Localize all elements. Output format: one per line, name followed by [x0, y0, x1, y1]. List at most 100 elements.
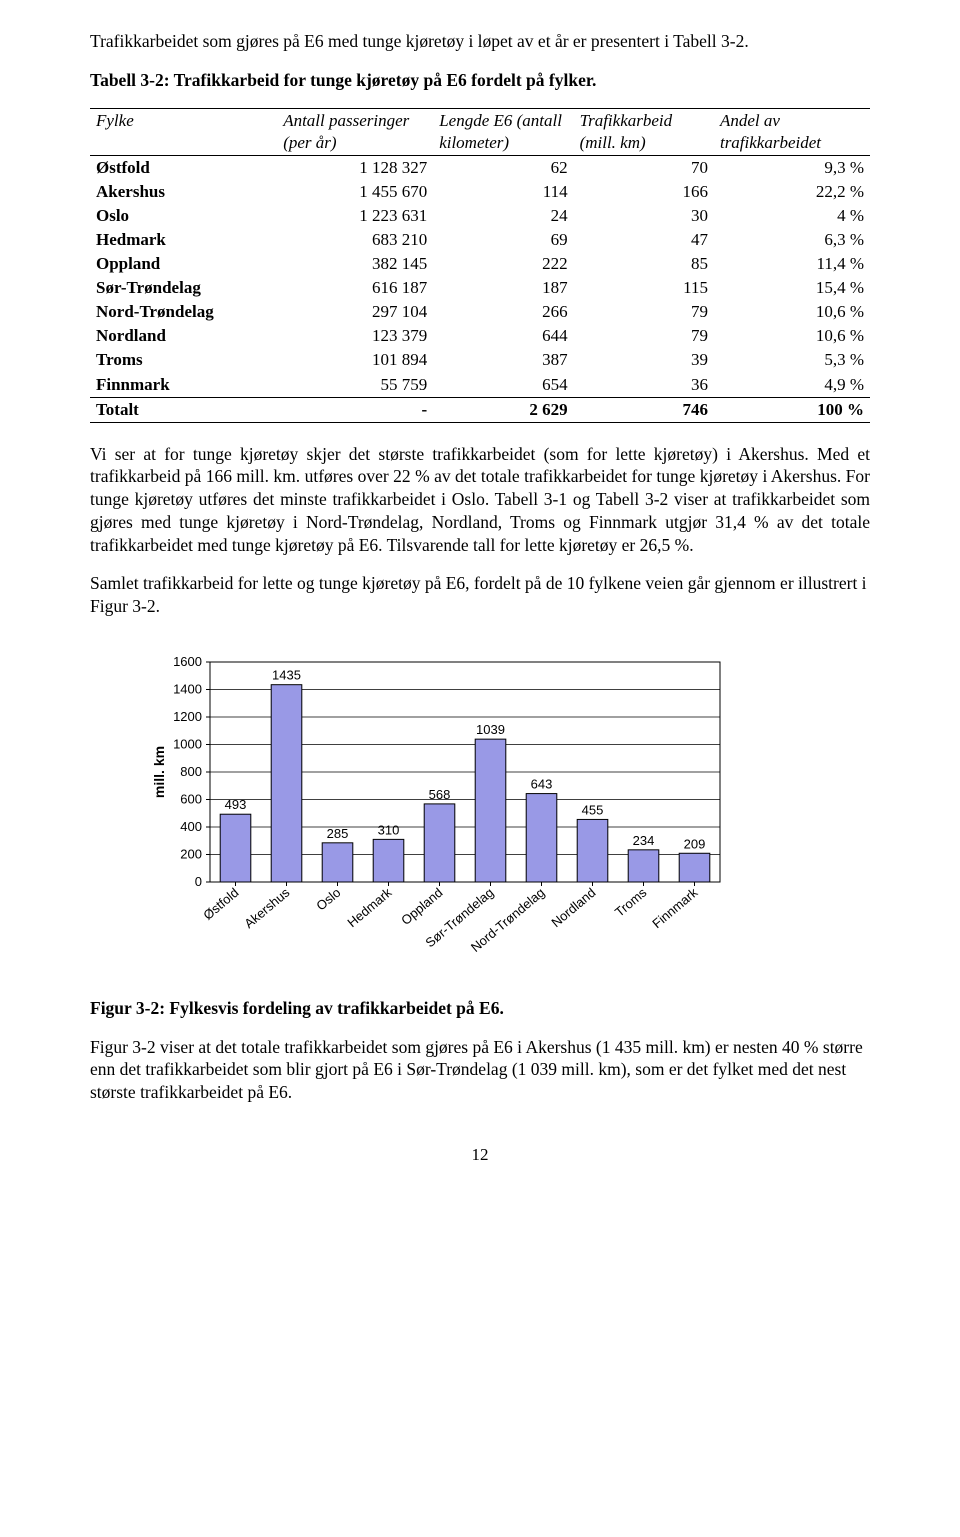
svg-text:Troms: Troms	[612, 884, 650, 919]
body-paragraph-1: Vi ser at for tunge kjøretøy skjer det s…	[90, 443, 870, 557]
table-cell: -	[277, 397, 433, 422]
table-cell: 2 629	[433, 397, 573, 422]
table-cell: Oslo	[90, 204, 277, 228]
svg-text:1600: 1600	[173, 654, 202, 669]
table-cell: 30	[574, 204, 714, 228]
figure-caption: Figur 3-2: Fylkesvis fordeling av trafik…	[90, 997, 870, 1020]
table-row: Nord-Trøndelag297 1042667910,6 %	[90, 300, 870, 324]
table-cell: 1 128 327	[277, 155, 433, 180]
table-cell: 6,3 %	[714, 228, 870, 252]
table-cell: 79	[574, 324, 714, 348]
table-row: Oslo1 223 63124304 %	[90, 204, 870, 228]
table-cell: 297 104	[277, 300, 433, 324]
table-cell: 382 145	[277, 252, 433, 276]
svg-text:Oslo: Oslo	[313, 885, 343, 914]
table-cell: 746	[574, 397, 714, 422]
table-row: Østfold1 128 32762709,3 %	[90, 155, 870, 180]
intro-paragraph: Trafikkarbeidet som gjøres på E6 med tun…	[90, 30, 870, 53]
table-cell: 22,2 %	[714, 180, 870, 204]
svg-text:Hedmark: Hedmark	[344, 884, 394, 930]
table-cell: 387	[433, 348, 573, 372]
table-caption: Tabell 3-2: Trafikkarbeid for tunge kjør…	[90, 69, 870, 92]
table-cell: 5,3 %	[714, 348, 870, 372]
table-cell: 115	[574, 276, 714, 300]
table-header-row: Fylke Antall passeringer (per år) Lengde…	[90, 108, 870, 155]
table-cell: Troms	[90, 348, 277, 372]
col-lengde: Lengde E6 (antall kilometer)	[433, 108, 573, 155]
table-cell: 70	[574, 155, 714, 180]
svg-text:1400: 1400	[173, 681, 202, 696]
svg-text:493: 493	[225, 797, 247, 812]
table-cell: 69	[433, 228, 573, 252]
table-cell: Hedmark	[90, 228, 277, 252]
svg-text:310: 310	[378, 822, 400, 837]
table-cell: 10,6 %	[714, 324, 870, 348]
table-cell: 9,3 %	[714, 155, 870, 180]
table-row: Akershus1 455 67011416622,2 %	[90, 180, 870, 204]
table-cell: 62	[433, 155, 573, 180]
table-cell: 39	[574, 348, 714, 372]
col-passeringer: Antall passeringer (per år)	[277, 108, 433, 155]
table-cell: 100 %	[714, 397, 870, 422]
svg-text:234: 234	[633, 833, 655, 848]
table-cell: 1 455 670	[277, 180, 433, 204]
table-cell: Nordland	[90, 324, 277, 348]
table-cell: 24	[433, 204, 573, 228]
closing-paragraph: Figur 3-2 viser at det totale trafikkarb…	[90, 1036, 870, 1104]
table-cell: 15,4 %	[714, 276, 870, 300]
table-cell: 654	[433, 373, 573, 398]
svg-text:1039: 1039	[476, 722, 505, 737]
table-cell: 123 379	[277, 324, 433, 348]
bar-chart: 0 200 400 600 800 1000 1200 1400 1600 493 1435 285 3…	[150, 642, 870, 977]
svg-text:0: 0	[195, 874, 202, 889]
data-table: Fylke Antall passeringer (per år) Lengde…	[90, 108, 870, 423]
table-cell: 101 894	[277, 348, 433, 372]
table-cell: 85	[574, 252, 714, 276]
table-cell: 79	[574, 300, 714, 324]
table-cell: 11,4 %	[714, 252, 870, 276]
table-cell: 616 187	[277, 276, 433, 300]
table-row: Finnmark55 759654364,9 %	[90, 373, 870, 398]
svg-text:455: 455	[582, 802, 604, 817]
table-cell: 1 223 631	[277, 204, 433, 228]
svg-text:568: 568	[429, 787, 451, 802]
svg-text:800: 800	[180, 764, 202, 779]
svg-text:400: 400	[180, 819, 202, 834]
table-cell: Østfold	[90, 155, 277, 180]
svg-text:mill. km: mill. km	[151, 746, 167, 798]
svg-text:1435: 1435	[272, 668, 301, 683]
table-cell: 10,6 %	[714, 300, 870, 324]
table-cell: Oppland	[90, 252, 277, 276]
svg-text:1000: 1000	[173, 736, 202, 751]
table-cell: 644	[433, 324, 573, 348]
svg-text:1200: 1200	[173, 709, 202, 724]
table-cell: 266	[433, 300, 573, 324]
table-cell: 36	[574, 373, 714, 398]
table-total-row: Totalt-2 629746100 %	[90, 397, 870, 422]
table-row: Hedmark683 21069476,3 %	[90, 228, 870, 252]
svg-text:Akershus: Akershus	[241, 884, 293, 931]
svg-text:Nordland: Nordland	[548, 885, 598, 930]
page-number: 12	[90, 1144, 870, 1166]
bar-chart-svg: 0 200 400 600 800 1000 1200 1400 1600 493 1435 285 3…	[150, 642, 730, 977]
svg-text:209: 209	[684, 836, 706, 851]
table-cell: 4,9 %	[714, 373, 870, 398]
svg-text:Oppland: Oppland	[398, 885, 445, 928]
table-row: Sør-Trøndelag616 18718711515,4 %	[90, 276, 870, 300]
svg-text:285: 285	[327, 826, 349, 841]
table-cell: 4 %	[714, 204, 870, 228]
table-cell: 114	[433, 180, 573, 204]
table-row: Troms101 894387395,3 %	[90, 348, 870, 372]
table-cell: Akershus	[90, 180, 277, 204]
table-row: Nordland123 3796447910,6 %	[90, 324, 870, 348]
table-cell: Totalt	[90, 397, 277, 422]
table-row: Oppland382 1452228511,4 %	[90, 252, 870, 276]
table-cell: Nord-Trøndelag	[90, 300, 277, 324]
table-cell: 47	[574, 228, 714, 252]
svg-text:200: 200	[180, 846, 202, 861]
col-trafikkarbeid: Trafikkarbeid (mill. km)	[574, 108, 714, 155]
svg-text:600: 600	[180, 791, 202, 806]
table-cell: 683 210	[277, 228, 433, 252]
table-cell: Sør-Trøndelag	[90, 276, 277, 300]
svg-text:643: 643	[531, 777, 553, 792]
